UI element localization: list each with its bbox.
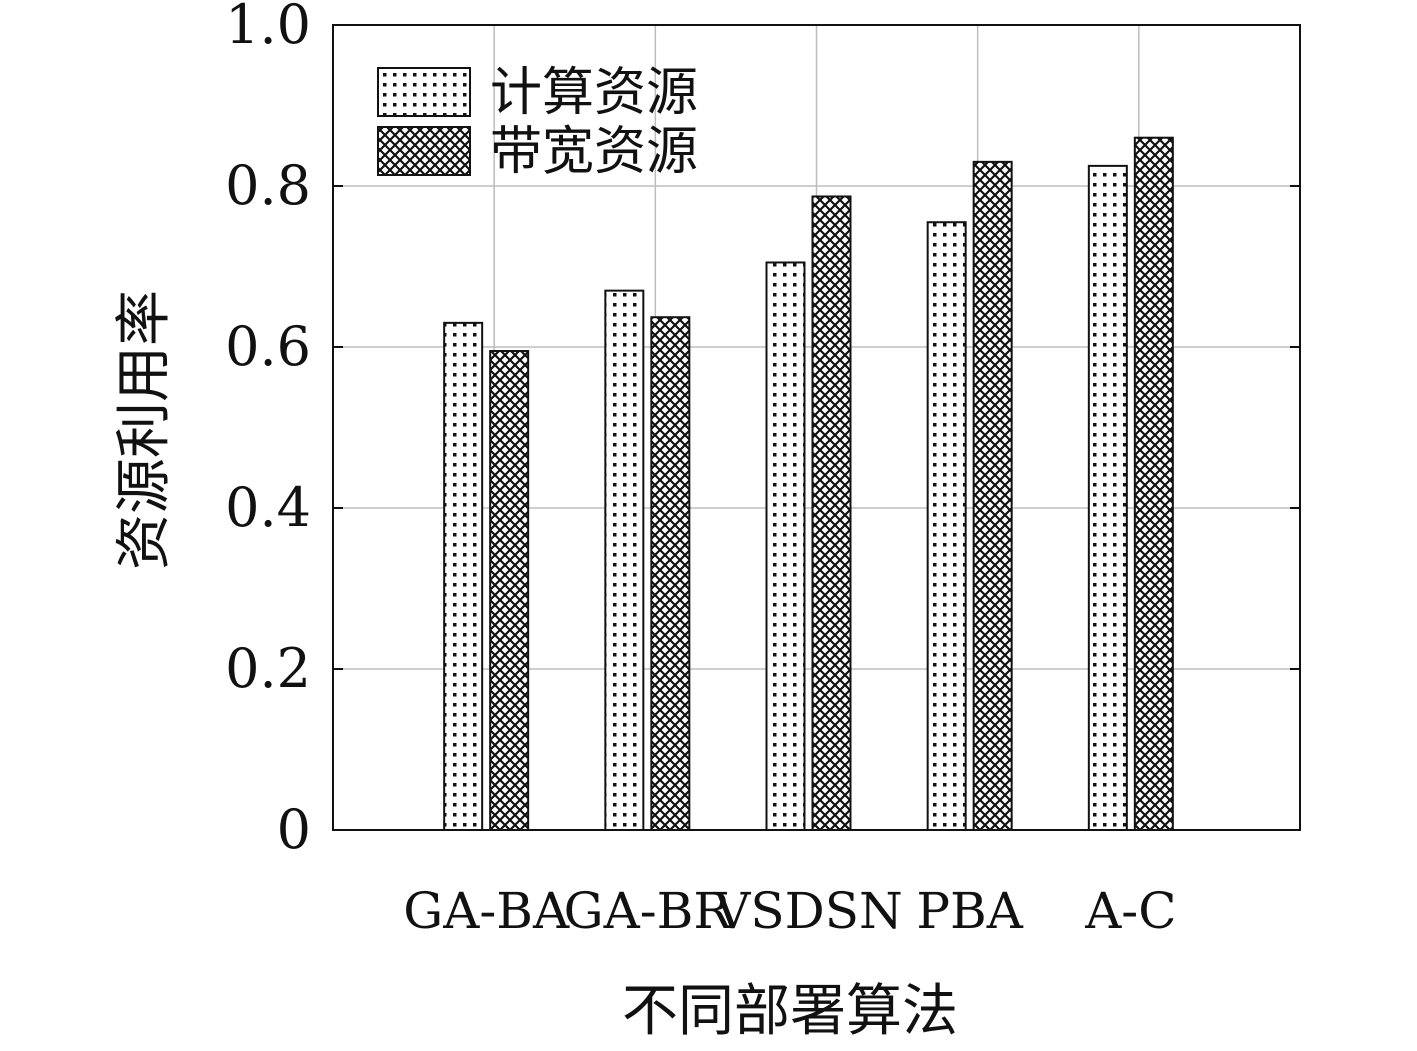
bar-compute-pba <box>926 221 967 832</box>
bar-bandwidth-ga-ba <box>489 350 530 831</box>
bar-compute-a-c <box>1087 164 1128 831</box>
legend-swatch-compute <box>377 67 471 117</box>
y-tick-label: 0.2 <box>225 637 311 700</box>
bar-bandwidth-pba <box>972 160 1013 832</box>
x-category-label: VSDSN <box>713 882 902 940</box>
y-tick-label: 0 <box>277 798 311 861</box>
plot-frame-rect <box>332 24 1301 831</box>
x-category-label: GA-BR <box>564 882 733 940</box>
plot-frame <box>332 24 1301 831</box>
y-tick-label: 0.8 <box>225 154 311 217</box>
y-tick-label: 0.6 <box>225 315 311 378</box>
bar-compute-ga-ba <box>443 321 484 831</box>
y-tick-label: 1.0 <box>225 0 311 56</box>
bar-compute-ga-br <box>604 289 645 831</box>
bar-compute-vsdsn <box>765 261 806 832</box>
legend-label: 计算资源 <box>490 63 698 123</box>
legend-swatch-bandwidth <box>377 126 471 176</box>
x-category-label: A-C <box>1084 882 1176 940</box>
y-axis-title: 资源利用率 <box>112 290 177 570</box>
bar-bandwidth-ga-br <box>650 316 691 831</box>
bar-bandwidth-vsdsn <box>811 195 852 831</box>
bar-bandwidth-a-c <box>1133 136 1174 831</box>
y-tick-label: 0.4 <box>225 476 311 539</box>
legend-label: 带宽资源 <box>490 122 698 182</box>
y-ticks: 0 0.2 0.4 0.6 0.8 1.0 <box>225 0 1300 861</box>
x-category-label: PBA <box>916 882 1023 940</box>
x-category-label: GA-BA <box>403 882 570 940</box>
x-axis-title: 不同部署算法 <box>622 979 958 1044</box>
bars <box>443 136 1174 832</box>
